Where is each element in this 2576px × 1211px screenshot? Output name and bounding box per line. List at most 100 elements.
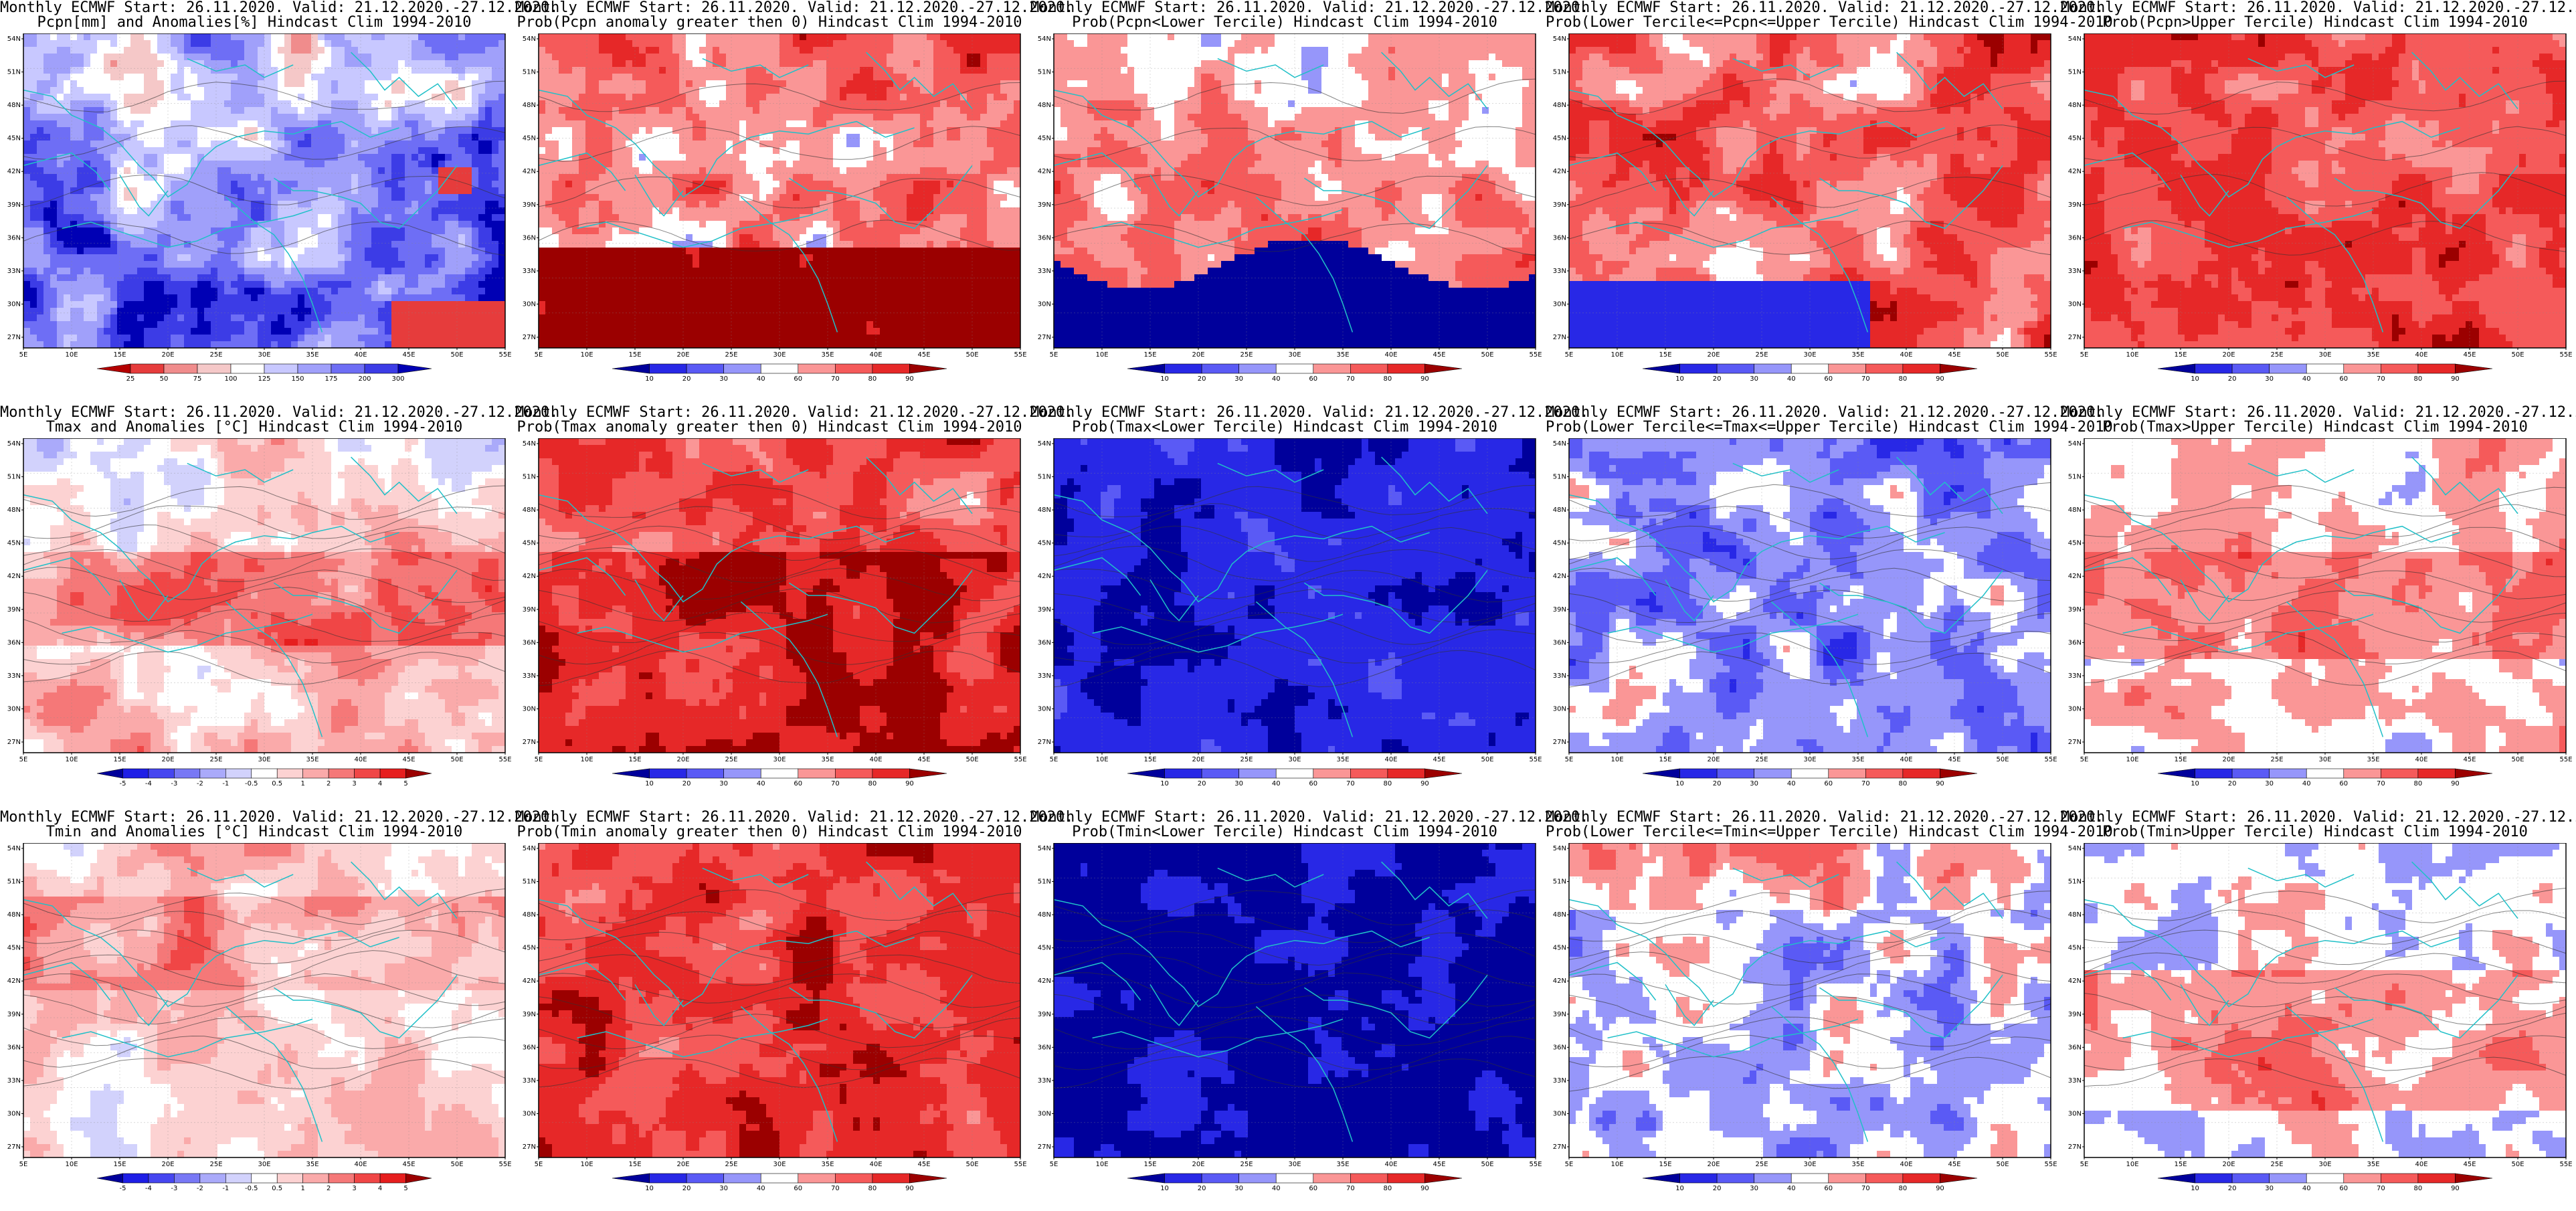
lon-tick-label: 50E — [1481, 351, 1493, 359]
lat-tick-label: 39N — [523, 606, 536, 614]
colorbar-swatch — [2344, 769, 2381, 778]
colorbar-label: 70 — [2377, 780, 2385, 787]
panel-title-line2: Prob(Tmax<Lower Tercile) Hindcast Clim 1… — [1030, 420, 1539, 436]
lat-tick-label: 30N — [523, 300, 536, 308]
lon-tick-label: 15E — [2174, 1161, 2187, 1168]
lon-tick-label: 35E — [2367, 756, 2379, 763]
forecast-panel: Monthly ECMWF Start: 26.11.2020. Valid: … — [1030, 0, 1546, 401]
lat-tick-label: 48N — [523, 911, 536, 919]
colorbar-swatch — [1717, 364, 1754, 373]
lat-tick-label: 36N — [523, 234, 536, 242]
forecast-panel: Monthly ECMWF Start: 26.11.2020. Valid: … — [1546, 0, 2061, 401]
colorbar-label: 30 — [1234, 1185, 1243, 1192]
colorbar-label: 90 — [905, 1185, 914, 1192]
lon-tick-label: 15E — [628, 756, 641, 763]
lat-tick-label: 36N — [7, 639, 21, 646]
colorbar-swatch — [252, 1174, 277, 1183]
lat-tick-label: 54N — [1038, 845, 1051, 852]
colorbar-label: 30 — [2265, 1185, 2274, 1192]
lon-tick-label: 30E — [1803, 351, 1816, 359]
lon-tick-label: 35E — [306, 1161, 318, 1168]
colorbar-swatch — [2418, 769, 2456, 778]
lon-tick-label: 20E — [2222, 756, 2235, 763]
colorbar-label: 0.5 — [272, 780, 282, 787]
colorbar-label: 10 — [645, 780, 654, 787]
lon-tick-label: 40E — [1384, 756, 1397, 763]
lon-tick-label: 10E — [65, 756, 78, 763]
lon-tick-label: 5E — [1565, 351, 1574, 359]
colorbar-swatch — [2418, 364, 2456, 373]
lon-tick-label: 5E — [1050, 756, 1059, 763]
lon-tick-label: 50E — [2511, 351, 2524, 359]
lat-tick-label: 45N — [523, 135, 536, 143]
lon-tick-label: 25E — [2270, 351, 2283, 359]
lat-tick-label: 45N — [1038, 945, 1051, 952]
lat-tick-label: 54N — [1553, 35, 1566, 43]
lat-tick-label: 51N — [7, 69, 21, 76]
lat-tick-label: 33N — [1553, 268, 1566, 275]
lat-tick-label: 30N — [7, 705, 21, 713]
lon-tick-label: 15E — [113, 756, 126, 763]
lat-tick-label: 45N — [1553, 135, 1566, 143]
lon-tick-label: 40E — [1900, 351, 1912, 359]
colorbar-label: 70 — [1346, 780, 1355, 787]
colorbar-swatch — [1424, 769, 1462, 778]
lon-tick-label: 25E — [725, 351, 737, 359]
lon-tick-label: 35E — [2367, 351, 2379, 359]
lon-tick-label: 30E — [258, 1161, 270, 1168]
colorbar-label: 80 — [868, 375, 877, 383]
lon-tick-label: 45E — [917, 351, 930, 359]
colorbar-swatch — [612, 769, 650, 778]
colorbar-swatch — [1829, 1174, 1866, 1183]
colorbar-swatch — [1424, 1174, 1462, 1183]
colorbar-swatch — [835, 1174, 872, 1183]
lon-tick-label: 35E — [1336, 1161, 1349, 1168]
lat-tick-label: 30N — [1553, 300, 1566, 308]
lat-tick-label: 45N — [7, 540, 21, 547]
lat-tick-label: 54N — [1038, 35, 1051, 43]
colorbar-label: 40 — [757, 375, 765, 383]
colorbar-swatch — [686, 364, 724, 373]
colorbar-swatch — [2344, 364, 2381, 373]
lon-tick-label: 15E — [2174, 756, 2187, 763]
lat-tick-label: 42N — [7, 977, 21, 985]
lon-tick-label: 55E — [498, 756, 511, 763]
colorbar-swatch — [2195, 1174, 2233, 1183]
lat-tick-label: 27N — [2068, 739, 2082, 746]
colorbar-swatch — [2270, 364, 2307, 373]
panel-title-line2: Prob(Tmin<Lower Tercile) Hindcast Clim 1… — [1030, 824, 1539, 840]
colorbar-swatch — [1127, 364, 1165, 373]
colorbar-label: 80 — [1384, 1185, 1392, 1192]
colorbar-swatch — [1643, 364, 1680, 373]
colorbar-label: 90 — [905, 375, 914, 383]
lat-tick-label: 36N — [523, 1044, 536, 1051]
colorbar-label: 70 — [2377, 375, 2385, 383]
colorbar-swatch — [298, 364, 331, 373]
lon-tick-label: 5E — [1565, 1161, 1574, 1168]
panel-title-line2: Tmax and Anomalies [°C] Hindcast Clim 19… — [0, 420, 509, 436]
colorbar-label: 40 — [757, 1185, 765, 1192]
colorbar-swatch — [1865, 364, 1903, 373]
lon-tick-label: 15E — [1659, 1161, 1671, 1168]
colorbar-swatch — [1202, 769, 1239, 778]
forecast-panel: Monthly ECMWF Start: 26.11.2020. Valid: … — [0, 405, 515, 806]
colorbar-label: 90 — [1420, 375, 1429, 383]
lon-tick-label: 50E — [965, 1161, 978, 1168]
colorbar-label: 40 — [2302, 1185, 2311, 1192]
lat-tick-label: 42N — [523, 573, 536, 580]
colorbar-label: -5 — [119, 780, 126, 787]
lon-tick-label: 10E — [580, 756, 593, 763]
lon-tick-label: 35E — [306, 351, 318, 359]
lat-tick-label: 27N — [7, 739, 21, 746]
colorbar-swatch — [2306, 769, 2344, 778]
lat-tick-label: 45N — [7, 945, 21, 952]
panel-title-line2: Prob(Tmin anomaly greater then 0) Hindca… — [515, 824, 1024, 840]
colorbar-swatch — [1202, 364, 1239, 373]
colorbar-label: 4 — [378, 780, 382, 787]
lon-tick-label: 5E — [1565, 756, 1574, 763]
lon-tick-label: 35E — [821, 351, 834, 359]
lat-tick-label: 39N — [1038, 201, 1051, 209]
lon-tick-label: 5E — [535, 756, 543, 763]
